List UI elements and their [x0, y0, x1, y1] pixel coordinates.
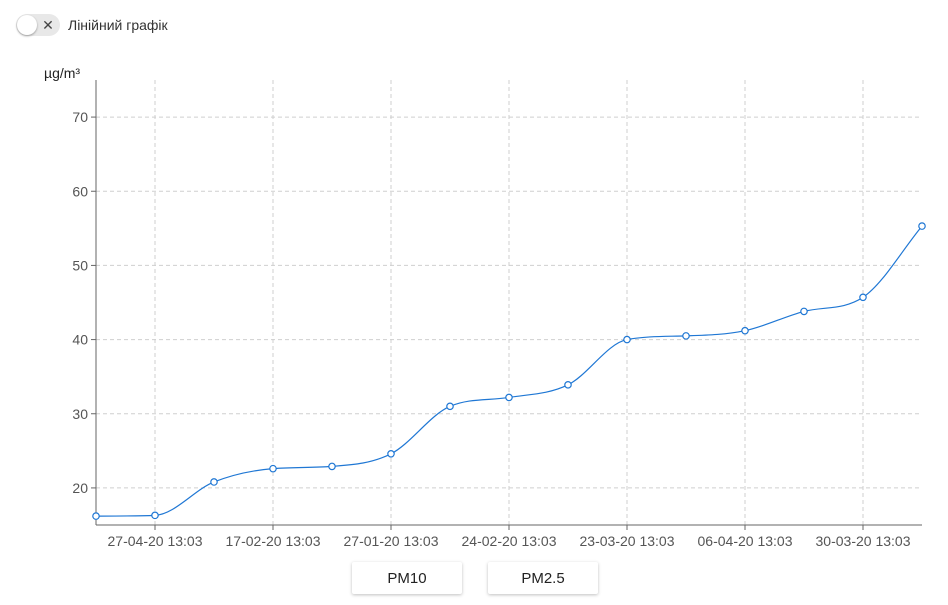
y-tick-label: 30: [72, 406, 88, 422]
data-point[interactable]: [623, 335, 631, 344]
pollutant-buttons: PM10 PM2.5: [0, 562, 948, 596]
y-tick-label: 40: [72, 332, 88, 348]
data-point[interactable]: [328, 462, 336, 471]
data-point[interactable]: [564, 381, 572, 389]
close-icon: ✕: [42, 17, 54, 33]
pm-line-chart: 20 30 40 50 60 70 27-04-20 13:03 17-02-20 13:0…: [44, 65, 926, 549]
data-point[interactable]: [859, 293, 867, 302]
data-point[interactable]: [682, 332, 690, 340]
toggle-knob: [17, 15, 37, 35]
data-point[interactable]: [918, 222, 926, 230]
y-tick-label: 60: [72, 183, 88, 199]
line-chart-toggle-label: Лінійний графік: [68, 17, 168, 33]
y-tick-label: 70: [72, 109, 88, 125]
data-point[interactable]: [92, 512, 100, 520]
line-chart-toggle-row: ✕ Лінійний графік: [16, 14, 168, 36]
data-point[interactable]: [387, 449, 395, 458]
data-point[interactable]: [151, 511, 159, 520]
x-tick-label: 27-01-20 13:03: [344, 533, 439, 549]
data-point[interactable]: [800, 307, 808, 316]
data-point[interactable]: [210, 478, 218, 486]
x-tick-label: 24-02-20 13:03: [462, 533, 557, 549]
pm25-button[interactable]: PM2.5: [488, 562, 598, 594]
data-point[interactable]: [269, 464, 277, 473]
y-tick-label: 50: [72, 257, 88, 273]
x-tick-label: 30-03-20 13:03: [816, 533, 911, 549]
x-tick-label: 27-04-20 13:03: [108, 533, 203, 549]
y-tick-label: 20: [72, 480, 88, 496]
chart-grid: [96, 80, 922, 525]
x-tick-label: 17-02-20 13:03: [226, 533, 321, 549]
x-axis-ticks: 27-04-20 13:03 17-02-20 13:03 27-01-20 13:…: [108, 525, 911, 549]
data-point[interactable]: [505, 393, 513, 402]
data-point[interactable]: [446, 402, 454, 411]
line-chart-toggle[interactable]: ✕: [16, 14, 60, 36]
y-axis-ticks: 20 30 40 50 60 70: [72, 109, 96, 496]
data-point[interactable]: [741, 326, 749, 335]
x-tick-label: 23-03-20 13:03: [580, 533, 675, 549]
x-tick-label: 06-04-20 13:03: [698, 533, 793, 549]
data-points[interactable]: [92, 222, 926, 520]
pm10-button[interactable]: PM10: [352, 562, 462, 594]
y-axis-label: µg/m³: [44, 65, 80, 81]
